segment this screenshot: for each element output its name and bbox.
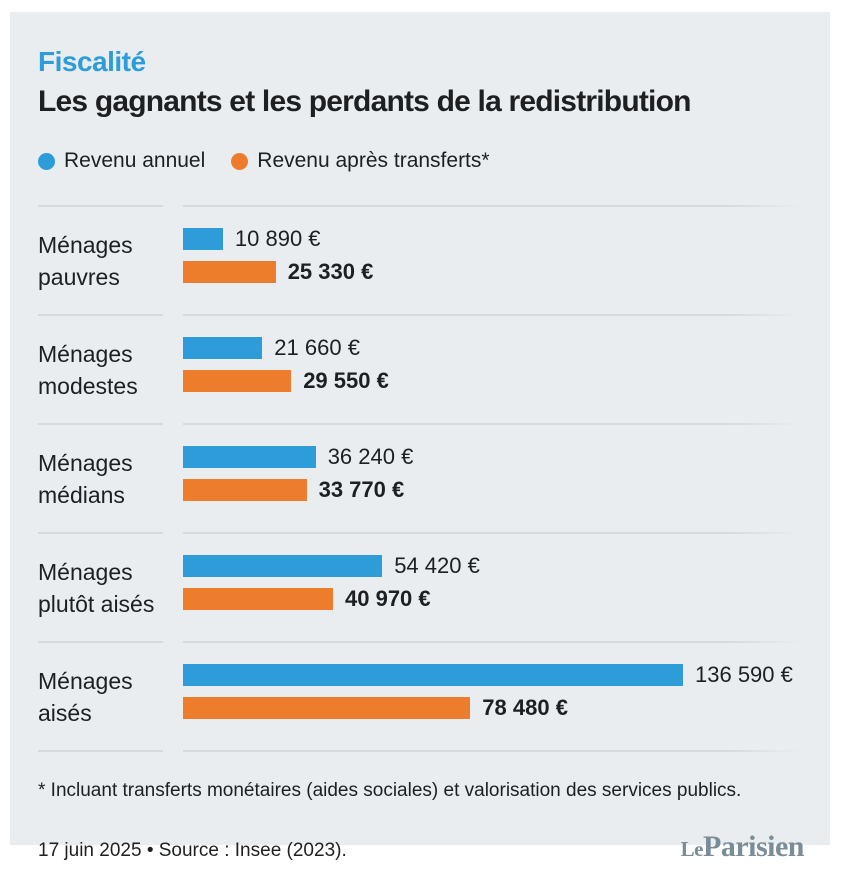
date-source: 17 juin 2025 • Source : Insee (2023). [38, 840, 347, 861]
separator [183, 641, 802, 643]
chart-row-menages-modestes: Ménages modestes 21 660 € 29 550 € [38, 314, 804, 423]
bar-value: 10 890 € [234, 226, 321, 251]
legend-item-revenu-apres-transferts: Revenu après transferts* [231, 149, 490, 173]
bar-revenu-apres-transferts [183, 370, 292, 392]
category-label: Ménages aisés [38, 668, 133, 726]
legend-label: Revenu annuel [64, 149, 206, 172]
separator [38, 314, 163, 316]
bar-value: 54 420 € [394, 553, 480, 578]
bar-revenu-annuel [183, 228, 223, 250]
category-label: Ménages médians [38, 450, 133, 508]
legend-dot-blue-icon [38, 152, 55, 170]
category-label: Ménages plutôt aisés [38, 559, 155, 617]
bar-revenu-apres-transferts [183, 479, 307, 501]
bar-revenu-annuel [183, 555, 383, 577]
chart-row-menages-medians: Ménages médians 36 240 € 33 770 € [38, 423, 804, 532]
chart-row-menages-pauvres: Ménages pauvres 10 890 € 25 330 € [38, 205, 804, 314]
bar-revenu-apres-transferts [183, 261, 276, 283]
bar-value: 40 970 € [345, 586, 431, 611]
bar-value: 136 590 € [695, 662, 793, 687]
bar-revenu-apres-transferts [183, 588, 333, 610]
bar-revenu-annuel [183, 337, 263, 359]
separator [38, 423, 163, 425]
logo-parisien: Parisien [703, 830, 805, 863]
bar-revenu-annuel [183, 446, 316, 468]
legend-label: Revenu après transferts* [257, 149, 490, 172]
infographic-panel: Fiscalité Les gagnants et les perdants d… [10, 12, 830, 862]
bar-value: 25 330 € [287, 259, 374, 284]
legend-item-revenu-annuel: Revenu annuel [38, 149, 205, 173]
legend: Revenu annuel Revenu après transferts* [38, 149, 804, 173]
logo-le: Le [680, 837, 704, 861]
chart-row-menages-aises: Ménages aisés 136 590 € 78 480 € [38, 641, 804, 750]
bar-value: 33 770 € [318, 477, 405, 502]
bar-value: 78 480 € [482, 695, 568, 720]
legend-dot-orange-icon [231, 152, 249, 170]
bar-value: 21 660 € [274, 335, 360, 360]
bar-revenu-apres-transferts [183, 697, 471, 719]
separator [183, 750, 802, 752]
separator [183, 205, 802, 207]
bar-value: 36 240 € [327, 444, 414, 469]
separator [183, 532, 802, 534]
category-label: Ménages pauvres [38, 232, 133, 290]
separator [38, 750, 163, 752]
category-label: Ménages modestes [38, 341, 138, 399]
footnote: * Incluant transferts monétaires (aides … [38, 780, 742, 801]
page-title: Les gagnants et les perdants de la redis… [38, 85, 691, 118]
separator [38, 205, 163, 207]
separator [38, 532, 163, 534]
separator [38, 641, 163, 643]
separator [183, 314, 802, 316]
bar-revenu-annuel [183, 664, 683, 686]
separator [183, 423, 802, 425]
bar-value: 29 550 € [303, 368, 389, 393]
kicker: Fiscalité [38, 46, 146, 77]
leparisien-logo: LeParisien [680, 830, 805, 863]
chart-row-menages-plutot-aises: Ménages plutôt aisés 54 420 € 40 970 € [38, 532, 804, 641]
